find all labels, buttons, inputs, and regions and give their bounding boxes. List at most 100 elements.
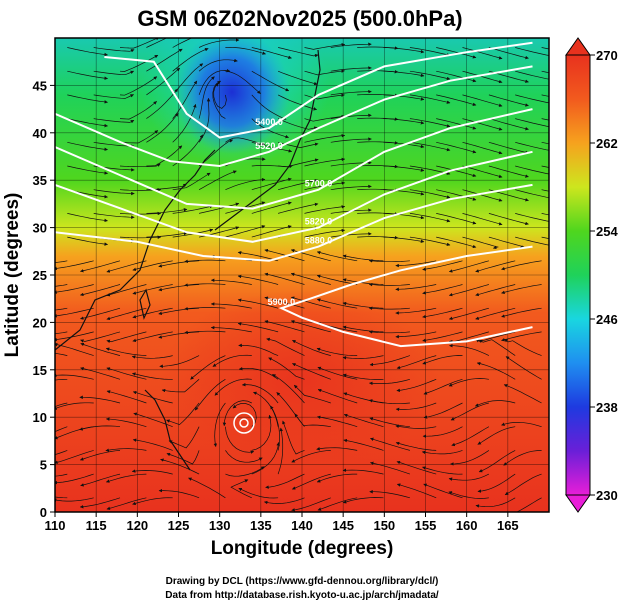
streamline bbox=[119, 76, 158, 96]
credit-line-1: Drawing by DCL (https://www.gfd-dennou.o… bbox=[166, 576, 439, 587]
streamline bbox=[343, 438, 384, 451]
streamline bbox=[448, 491, 489, 499]
streamline bbox=[251, 141, 293, 153]
streamline bbox=[55, 402, 68, 407]
streamline bbox=[395, 284, 437, 292]
streamline bbox=[501, 284, 542, 294]
streamline bbox=[119, 130, 159, 144]
streamline bbox=[342, 373, 384, 380]
streamline bbox=[422, 466, 463, 475]
streamline bbox=[342, 278, 384, 285]
streamline bbox=[277, 94, 318, 111]
streamline bbox=[448, 260, 489, 273]
streamline bbox=[132, 260, 173, 271]
streamline bbox=[119, 235, 162, 239]
streamline bbox=[172, 48, 209, 72]
streamline bbox=[282, 420, 305, 455]
streamline bbox=[146, 113, 179, 143]
streamline bbox=[504, 338, 542, 356]
streamline bbox=[198, 68, 231, 96]
streamline bbox=[266, 337, 305, 356]
streamline bbox=[436, 94, 477, 106]
streamline bbox=[515, 497, 542, 512]
streamline bbox=[80, 473, 121, 487]
streamline bbox=[369, 355, 411, 367]
streamline bbox=[383, 236, 425, 243]
streamline bbox=[93, 94, 134, 99]
y-tick-label: 25 bbox=[33, 268, 47, 283]
x-tick-label: 160 bbox=[456, 518, 478, 533]
streamline bbox=[184, 283, 226, 287]
streamline bbox=[369, 378, 410, 386]
streamline bbox=[172, 172, 211, 191]
streamline bbox=[330, 42, 372, 48]
colorbar-bar bbox=[565, 54, 591, 496]
streamline bbox=[106, 390, 147, 404]
streamline bbox=[422, 331, 463, 342]
streamline bbox=[264, 272, 305, 285]
streamline bbox=[368, 330, 410, 334]
streamline bbox=[237, 322, 279, 333]
streamline bbox=[474, 400, 516, 407]
streamline bbox=[146, 48, 183, 72]
streamline bbox=[292, 339, 331, 356]
streamline bbox=[166, 450, 200, 465]
contour-label: 5880.0 bbox=[305, 236, 333, 246]
streamline bbox=[225, 70, 261, 94]
streamline bbox=[409, 94, 451, 104]
streamline bbox=[105, 448, 147, 452]
streamline bbox=[106, 367, 147, 380]
streamline bbox=[264, 320, 305, 333]
streamline bbox=[316, 298, 358, 309]
streamline bbox=[290, 272, 331, 285]
streamline bbox=[423, 402, 463, 419]
streamline bbox=[230, 479, 252, 499]
streamline bbox=[146, 208, 188, 214]
streamline bbox=[158, 260, 200, 268]
streamline bbox=[198, 76, 215, 119]
streamline bbox=[462, 141, 503, 155]
streamline bbox=[278, 202, 319, 214]
streamline bbox=[213, 82, 227, 109]
streamline bbox=[225, 46, 266, 55]
streamline bbox=[278, 179, 319, 191]
colorbar-tick-label: 230 bbox=[596, 488, 618, 503]
streamline bbox=[190, 355, 226, 380]
streamline bbox=[330, 137, 372, 143]
y-axis-ticks: 0 5 10 15 20 25 30 35 40 45 bbox=[33, 78, 55, 520]
streamline bbox=[330, 184, 372, 191]
streamline bbox=[93, 70, 135, 76]
x-tick-label: 125 bbox=[168, 518, 190, 533]
streamline bbox=[409, 236, 451, 247]
colorbar-top-arrow bbox=[565, 37, 591, 56]
streamline bbox=[488, 118, 529, 131]
grid-lines bbox=[55, 38, 549, 512]
streamline bbox=[241, 382, 279, 404]
streamline bbox=[198, 58, 238, 72]
streamline bbox=[158, 331, 200, 339]
streamline bbox=[342, 497, 384, 504]
streamline bbox=[172, 103, 197, 143]
streamline bbox=[291, 473, 331, 490]
y-tick-label: 15 bbox=[33, 363, 47, 378]
streamline bbox=[505, 356, 542, 380]
streamline bbox=[396, 460, 437, 475]
streamline bbox=[225, 426, 255, 454]
streamline bbox=[342, 468, 384, 475]
contour-label: 5400.0 bbox=[255, 117, 283, 127]
streamline bbox=[55, 307, 68, 311]
streamline bbox=[251, 94, 287, 120]
streamline bbox=[395, 424, 437, 429]
streamline bbox=[316, 415, 358, 428]
streamline bbox=[225, 450, 263, 463]
colorbar: 230 238 246 254 262 270 bbox=[565, 37, 618, 513]
streamline bbox=[106, 260, 147, 273]
streamline bbox=[93, 189, 135, 196]
streamline bbox=[395, 402, 437, 412]
streamline bbox=[422, 260, 463, 271]
streamline bbox=[342, 301, 384, 309]
streamline bbox=[67, 118, 108, 128]
streamline bbox=[501, 331, 542, 342]
streamline bbox=[449, 343, 490, 356]
